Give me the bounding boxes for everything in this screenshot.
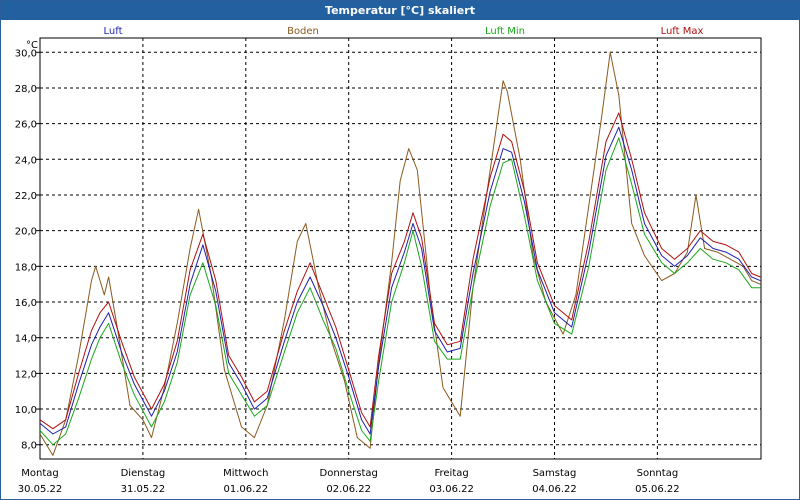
x-tick-weekday: Freitag [434, 468, 468, 479]
x-tick-weekday: Montag [21, 468, 58, 479]
y-tick-label: 12,0 [15, 369, 37, 380]
legend-entry: Luft Max [661, 26, 704, 37]
y-tick-label: 20,0 [15, 227, 37, 238]
y-tick-label: 10,0 [15, 405, 37, 416]
series-line [39, 126, 761, 435]
y-tick-label: 16,0 [15, 298, 37, 309]
x-tick-date: 05.06.22 [635, 484, 680, 495]
x-tick-date: 04.06.22 [532, 484, 577, 495]
legend-entry: Boden [287, 26, 319, 37]
series-line [39, 51, 761, 456]
y-tick-label: 24,0 [15, 155, 37, 166]
y-tick-label: 14,0 [15, 334, 37, 345]
x-axis: Montag 30.05.22 Dienstag 31.05.22 Mittwoch 01… [18, 468, 680, 495]
y-tick-label: 18,0 [15, 262, 37, 273]
x-tick-weekday: Dienstag [121, 468, 166, 479]
y-axis-unit: °C [26, 40, 38, 51]
x-tick-date: 03.06.22 [429, 484, 474, 495]
series-lines [39, 51, 761, 456]
window-title: Temperatur [°C] skaliert [1, 1, 799, 20]
legend: Luft Boden Luft Min Luft Max [104, 26, 704, 37]
y-tick-label: 26,0 [15, 120, 37, 131]
x-tick-weekday: Mittwoch [223, 468, 268, 479]
legend-entry: Luft [104, 26, 123, 37]
y-tick-label: 8,0 [21, 441, 37, 452]
x-tick-weekday: Sonntag [637, 468, 679, 479]
y-tick-label: 28,0 [15, 84, 37, 95]
series-line [39, 137, 761, 446]
x-tick-date: 30.05.22 [18, 484, 63, 495]
x-tick-date: 01.06.22 [224, 484, 269, 495]
x-tick-weekday: Donnerstag [320, 468, 378, 479]
x-tick-weekday: Samstag [533, 468, 577, 479]
y-axis: 8,0 10,0 12,0 14,0 16,0 18,0 20,0 22,0 24,0 26,0 2… [15, 48, 40, 452]
x-tick-date: 02.06.22 [326, 484, 371, 495]
plot-area [39, 37, 762, 460]
y-tick-label: 22,0 [15, 191, 37, 202]
x-tick-date: 31.05.22 [121, 484, 166, 495]
y-tick-label: 30,0 [15, 48, 37, 59]
grid [40, 38, 761, 459]
legend-entry: Luft Min [485, 26, 525, 37]
series-line [39, 112, 761, 430]
